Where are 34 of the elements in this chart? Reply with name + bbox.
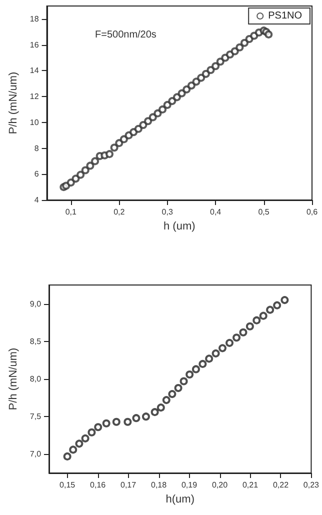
y-tick-label: 8,0 [30,374,42,384]
x-tick-label: 0,19 [181,480,198,490]
x-tick-label: 0,1 [65,208,78,216]
y-tick-label: 12 [30,92,40,102]
x-tick-label: 0,20 [212,480,228,490]
x-tick-label: 0,15 [60,480,76,490]
x-axis-title: h(um) [166,493,194,506]
y-tick-label: 16 [30,40,40,50]
y-axis-title: P/h (mN/um) [8,348,20,410]
x-tick-label: 0,22 [272,480,290,490]
y-tick-label: 9,0 [30,299,42,308]
x-tick-label: 0,16 [90,480,106,490]
x-tick-label: 0,17 [120,480,137,490]
y-tick-label: 10 [30,118,40,127]
x-tick-label: 0,6 [306,208,318,216]
y-tick-label: 8 [34,144,40,153]
y-axis-title: P/h (mN/um) [8,72,20,134]
y-tick-label: 7,0 [30,450,42,459]
y-tick-label: 7,5 [30,412,42,422]
x-tick-label: 0,2 [114,208,126,216]
x-tick-label: 0,3 [162,208,174,216]
y-tick-label: 8,5 [30,336,42,346]
x-tick-label: 0,21 [242,480,259,490]
x-tick-label: 0,18 [150,480,168,490]
y-tick-label: 14 [30,66,40,76]
y-tick-label: 6 [34,170,40,179]
legend-label: PS1NO [268,10,302,22]
x-axis-title: h (um) [164,220,196,232]
y-tick-label: 4 [34,196,40,204]
annotation: F=500nm/20s [95,30,156,40]
x-tick-label: 0,23 [303,480,320,490]
x-tick-label: 0,4 [210,208,222,216]
y-tick-label: 18 [30,14,40,24]
x-tick-label: 0,5 [258,208,270,216]
